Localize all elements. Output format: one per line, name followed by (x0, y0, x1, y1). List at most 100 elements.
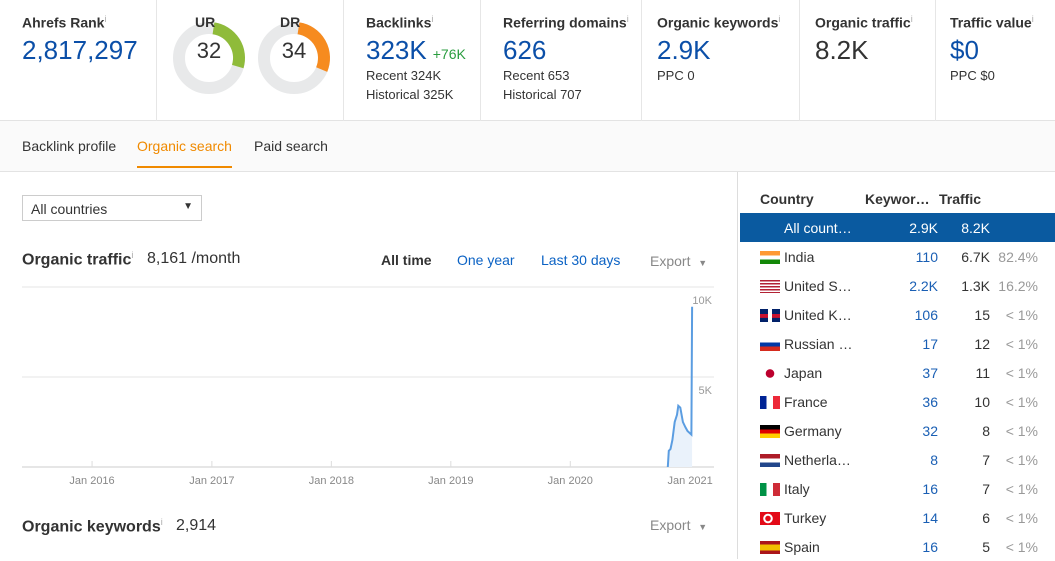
country-traffic-share: < 1% (1005, 365, 1038, 381)
dropdown-arrow-icon: ▼ (698, 522, 708, 532)
traffic-export-button[interactable]: Export ▼ (650, 253, 708, 269)
country-traffic-share: < 1% (1005, 394, 1038, 410)
x-tick-label: Jan 2020 (548, 475, 593, 487)
section-tabs: Backlink profile Organic search Paid sea… (0, 121, 1055, 172)
country-name[interactable]: France (784, 394, 828, 410)
country-select-value: All countries (31, 201, 108, 217)
country-header[interactable]: Country (760, 191, 814, 207)
flag-jp-icon (760, 367, 780, 380)
referring-domains-value[interactable]: 626 (503, 34, 547, 65)
country-name[interactable]: Turkey (784, 510, 827, 526)
flag-it-icon (760, 483, 780, 496)
backlinks-value[interactable]: 323K (366, 34, 427, 65)
country-keywords[interactable]: 16 (922, 539, 938, 555)
organic-traffic-chart: 5K 10K Jan 2016 Jan 2017 Jan 2018 Jan 2019 Jan… (22, 286, 714, 487)
range-one-year[interactable]: One year (457, 252, 515, 268)
keywords-header[interactable]: Keywor… (865, 191, 930, 207)
traffic-value-ppc: PPC $0 (950, 67, 995, 83)
country-row[interactable]: Germany 32 8 < 1% (740, 416, 1055, 445)
tab-organic-search[interactable]: Organic search (137, 138, 232, 168)
traffic-value-value[interactable]: $0 (950, 34, 979, 65)
info-icon[interactable]: i (626, 14, 629, 24)
country-name[interactable]: Netherla… (784, 452, 851, 468)
country-traffic: 10 (974, 394, 990, 410)
tab-paid-search[interactable]: Paid search (254, 138, 328, 154)
country-keywords[interactable]: 106 (914, 307, 938, 323)
info-icon[interactable]: i (104, 14, 107, 24)
country-row[interactable]: United K… 106 15 < 1% (740, 300, 1055, 329)
x-tick-label: Jan 2021 (667, 475, 712, 487)
flag-gb-icon (760, 309, 780, 322)
country-row[interactable]: Italy 16 7 < 1% (740, 474, 1055, 503)
country-keywords[interactable]: 16 (922, 481, 938, 497)
country-keywords[interactable]: 14 (922, 510, 938, 526)
country-traffic-share: 82.4% (998, 249, 1038, 265)
keywords-export-button[interactable]: Export ▼ (650, 517, 708, 533)
country-select[interactable]: All countries ▼ (22, 195, 202, 221)
flag-tr-icon (760, 512, 780, 525)
country-name[interactable]: All count… (784, 220, 852, 236)
traffic-value-card: Traffic valuei $0 PPC $0 (936, 0, 1055, 121)
tab-backlink-profile[interactable]: Backlink profile (22, 138, 117, 154)
country-name[interactable]: United S… (784, 278, 852, 294)
backlinks-historical: Historical 325K (366, 86, 454, 102)
country-traffic: 11 (975, 365, 990, 381)
dr-gauge: DR 34 (256, 14, 332, 94)
country-keywords[interactable]: 32 (922, 423, 938, 439)
range-all-time[interactable]: All time (381, 252, 432, 268)
country-row[interactable]: Spain 16 5 < 1% (740, 532, 1055, 561)
country-keywords[interactable]: 2.2K (909, 278, 938, 294)
country-traffic: 6.7K (961, 249, 990, 265)
organic-traffic-card: Organic traffici 8.2K (800, 0, 936, 121)
country-name[interactable]: Italy (784, 481, 810, 497)
organic-traffic-title: Organic traffic (22, 251, 132, 269)
country-keywords[interactable]: 17 (922, 336, 938, 352)
country-row[interactable]: United S… 2.2K 1.3K 16.2% (740, 271, 1055, 300)
country-traffic-share: < 1% (1005, 539, 1038, 555)
country-traffic-share: < 1% (1005, 307, 1038, 323)
info-icon[interactable]: i (160, 517, 163, 527)
traffic-header[interactable]: Traffic (939, 191, 982, 207)
ahrefs-rank-label: Ahrefs Rank (22, 14, 105, 31)
y-tick-label: 10K (692, 295, 712, 307)
country-name[interactable]: Germany (784, 423, 842, 439)
referring-domains-historical: Historical 707 (503, 86, 582, 102)
info-icon[interactable]: i (431, 14, 434, 24)
info-icon[interactable]: i (131, 250, 134, 260)
ur-label: UR (195, 14, 216, 30)
country-name[interactable]: Russian … (784, 336, 853, 352)
info-icon[interactable]: i (1031, 14, 1034, 24)
info-icon[interactable]: i (778, 14, 781, 24)
organic-traffic-monthly: 8,161 /month (147, 250, 241, 267)
country-name[interactable]: United K… (784, 307, 852, 323)
country-row[interactable]: Russian … 17 12 < 1% (740, 329, 1055, 358)
dr-label: DR (280, 14, 301, 30)
dr-arc (297, 22, 330, 72)
range-last-30-days[interactable]: Last 30 days (541, 252, 621, 268)
country-name[interactable]: Spain (784, 539, 820, 555)
country-row[interactable]: All count… 2.9K 8.2K (740, 213, 1055, 242)
country-row[interactable]: Japan 37 11 < 1% (740, 358, 1055, 387)
country-keywords[interactable]: 36 (922, 394, 938, 410)
country-keywords[interactable]: 37 (922, 365, 938, 381)
organic-traffic-label: Organic traffic (815, 14, 911, 31)
flag-ru-icon (760, 338, 780, 351)
country-keywords[interactable]: 110 (915, 249, 938, 265)
country-keywords[interactable]: 8 (930, 452, 938, 468)
country-keywords[interactable]: 2.9K (909, 220, 938, 236)
country-row[interactable]: India 110 6.7K 82.4% (740, 242, 1055, 271)
organic-keywords-ppc: PPC 0 (657, 67, 695, 83)
country-traffic: 1.3K (961, 278, 990, 294)
x-tick-label: Jan 2016 (69, 475, 114, 487)
country-name[interactable]: India (784, 249, 815, 265)
organic-traffic-value: 8.2K (815, 34, 869, 65)
country-name[interactable]: Japan (784, 365, 823, 381)
info-icon[interactable]: i (910, 14, 913, 24)
organic-keywords-value[interactable]: 2.9K (657, 34, 711, 65)
flag-us-icon (760, 280, 780, 293)
backlinks-label: Backlinks (366, 14, 432, 31)
country-traffic: 15 (974, 307, 990, 323)
country-row[interactable]: Netherla… 8 7 < 1% (740, 445, 1055, 474)
country-row[interactable]: France 36 10 < 1% (740, 387, 1055, 416)
country-row[interactable]: Turkey 14 6 < 1% (740, 503, 1055, 532)
